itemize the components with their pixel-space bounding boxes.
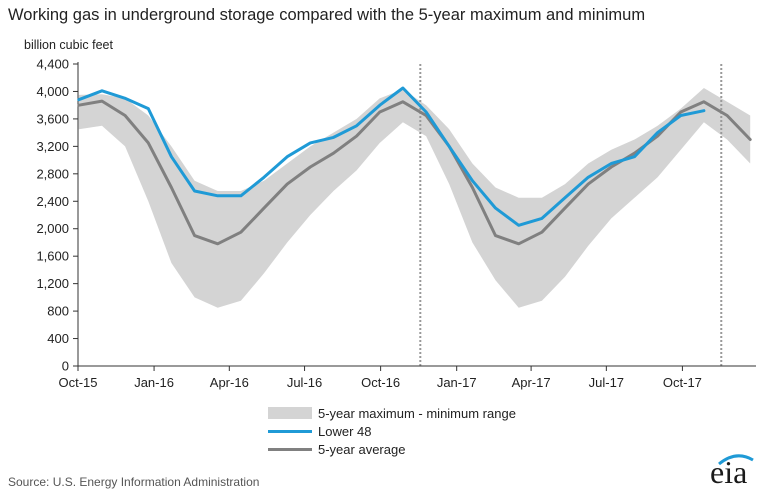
legend-item-average: 5-year average: [268, 440, 516, 458]
eia-logo: eia: [710, 454, 748, 490]
y-tick-label: 400: [47, 331, 69, 346]
y-tick-label: 2,800: [36, 166, 69, 181]
range-band: [78, 88, 751, 308]
legend-swatch-range: [268, 407, 312, 419]
legend: 5-year maximum - minimum range Lower 48 …: [268, 404, 516, 458]
x-tick-label: Oct-16: [361, 375, 400, 390]
y-tick-label: 1,200: [36, 276, 69, 291]
source-note: Source: U.S. Energy Information Administ…: [8, 475, 260, 489]
y-tick-label: 0: [62, 359, 69, 374]
y-tick-label: 1,600: [36, 249, 69, 264]
x-tick-label: Jan-16: [134, 375, 174, 390]
legend-swatch-lower48: [268, 429, 312, 433]
x-tick-label: Jul-17: [589, 375, 624, 390]
legend-label-range: 5-year maximum - minimum range: [318, 405, 516, 421]
logo-arc-icon: [718, 454, 754, 466]
series-line-average: [77, 99, 752, 246]
y-tick-label: 2,400: [36, 194, 69, 209]
x-tick-label: Oct-17: [663, 375, 702, 390]
x-tick-label: Oct-15: [58, 375, 97, 390]
y-tick-label: 3,600: [36, 111, 69, 126]
series-line-lower48: [77, 86, 706, 227]
chart-title: Working gas in underground storage compa…: [8, 6, 646, 24]
legend-item-range: 5-year maximum - minimum range: [268, 404, 516, 422]
y-tick-label: 4,400: [36, 57, 69, 72]
y-tick-label: 800: [47, 304, 69, 319]
x-tick-label: Apr-17: [512, 375, 551, 390]
legend-item-lower48: Lower 48: [268, 422, 516, 440]
y-tick-label: 4,000: [36, 84, 69, 99]
legend-label-lower48: Lower 48: [318, 423, 372, 439]
x-tick-label: Apr-16: [210, 375, 249, 390]
y-axis-label: billion cubic feet: [24, 38, 113, 52]
x-tick-label: Jul-16: [287, 375, 322, 390]
y-tick-label: 2,000: [36, 221, 69, 236]
x-tick-label: Jan-17: [437, 375, 477, 390]
legend-label-average: 5-year average: [318, 441, 406, 457]
legend-swatch-average: [268, 447, 312, 451]
y-tick-label: 3,200: [36, 139, 69, 154]
